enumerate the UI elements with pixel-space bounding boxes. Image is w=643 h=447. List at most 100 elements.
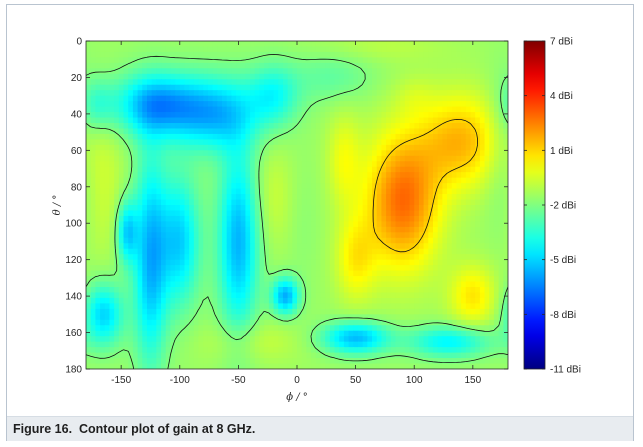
heatmap-cell	[128, 62, 134, 69]
heatmap-cell	[367, 330, 373, 337]
heatmap-cell	[390, 62, 397, 69]
heatmap-cell	[137, 237, 143, 244]
heatmap-cell	[409, 330, 415, 337]
heatmap-cell	[193, 265, 200, 272]
heatmap-cell	[161, 84, 167, 91]
heatmap-cell	[437, 205, 443, 212]
heatmap-cell	[311, 254, 317, 261]
heatmap-cell	[236, 123, 242, 130]
heatmap-cell	[484, 112, 490, 119]
heatmap-cell	[189, 150, 195, 157]
heatmap-cell	[329, 139, 336, 146]
heatmap-cell	[245, 199, 251, 206]
heatmap-cell	[100, 325, 106, 332]
heatmap-cell	[493, 276, 500, 283]
heatmap-cell	[489, 41, 495, 48]
heatmap-cell	[90, 194, 96, 201]
heatmap-cell	[301, 144, 307, 151]
heatmap-cell	[128, 276, 134, 283]
heatmap-cell	[325, 254, 331, 261]
heatmap-cell	[118, 144, 125, 151]
heatmap-cell	[343, 199, 350, 206]
heatmap-cell	[287, 112, 293, 119]
heatmap-cell	[236, 155, 242, 162]
heatmap-cell	[484, 297, 490, 304]
heatmap-cell	[86, 57, 92, 64]
heatmap-cell	[367, 221, 373, 228]
heatmap-cell	[306, 270, 312, 277]
heatmap-cell	[395, 194, 401, 201]
heatmap-cell	[470, 297, 476, 304]
heatmap-cell	[207, 215, 214, 222]
heatmap-cell	[461, 139, 467, 146]
heatmap-cell	[217, 133, 223, 140]
heatmap-cell	[268, 188, 275, 195]
heatmap-cell	[114, 215, 120, 222]
heatmap-cell	[451, 46, 458, 53]
heatmap-cell	[259, 188, 265, 195]
heatmap-cell	[447, 150, 453, 157]
heatmap-cell	[400, 254, 406, 261]
heatmap-cell	[146, 292, 153, 299]
heatmap-cell	[193, 84, 200, 91]
heatmap-cell	[254, 243, 261, 250]
heatmap-cell	[184, 112, 190, 119]
heatmap-cell	[245, 330, 251, 337]
heatmap-cell	[264, 112, 270, 119]
heatmap-cell	[90, 106, 96, 113]
heatmap-cell	[226, 139, 232, 146]
heatmap-cell	[292, 161, 298, 168]
heatmap-cell	[334, 297, 340, 304]
heatmap-cell	[165, 57, 171, 64]
heatmap-cell	[442, 183, 448, 190]
heatmap-cell	[292, 79, 298, 86]
heatmap-cell	[86, 330, 92, 337]
heatmap-cell	[90, 112, 96, 119]
heatmap-cell	[292, 106, 298, 113]
heatmap-cell	[343, 166, 350, 173]
heatmap-cell	[465, 221, 472, 228]
heatmap-cell	[123, 183, 129, 190]
heatmap-cell	[226, 248, 232, 255]
heatmap-cell	[151, 79, 157, 86]
heatmap-cell	[390, 330, 397, 337]
heatmap-cell	[142, 150, 148, 157]
heatmap-cell	[123, 254, 129, 261]
heatmap-cell	[175, 215, 181, 222]
heatmap-cell	[240, 128, 247, 135]
heatmap-cell	[212, 172, 218, 179]
heatmap-cell	[400, 133, 406, 140]
heatmap-cell	[447, 303, 453, 310]
heatmap-cell	[315, 237, 322, 244]
heatmap-cell	[109, 112, 115, 119]
heatmap-cell	[123, 270, 129, 277]
heatmap-cell	[418, 133, 425, 140]
heatmap-cell	[100, 276, 106, 283]
heatmap-cell	[339, 144, 345, 151]
heatmap-cell	[503, 79, 508, 86]
heatmap-cell	[287, 243, 293, 250]
heatmap-cell	[268, 215, 275, 222]
heatmap-cell	[161, 79, 167, 86]
heatmap-cell	[156, 128, 162, 135]
heatmap-cell	[456, 90, 462, 97]
heatmap-cell	[287, 330, 293, 337]
heatmap-cell	[390, 308, 397, 315]
heatmap-cell	[357, 95, 364, 102]
heatmap-cell	[278, 90, 284, 97]
heatmap-cell	[390, 101, 397, 108]
heatmap-cell	[362, 144, 368, 151]
heatmap-cell	[376, 139, 382, 146]
heatmap-cell	[353, 308, 359, 315]
heatmap-cell	[386, 303, 392, 310]
heatmap-cell	[104, 155, 111, 162]
heatmap-cell	[132, 270, 139, 277]
heatmap-cell	[479, 84, 486, 91]
heatmap-cell	[217, 232, 223, 239]
heatmap-cell	[142, 68, 148, 75]
heatmap-cell	[423, 117, 429, 124]
heatmap-cell	[264, 314, 270, 321]
heatmap-cell	[179, 319, 186, 326]
heatmap-cell	[437, 330, 443, 337]
heatmap-cell	[104, 221, 111, 228]
